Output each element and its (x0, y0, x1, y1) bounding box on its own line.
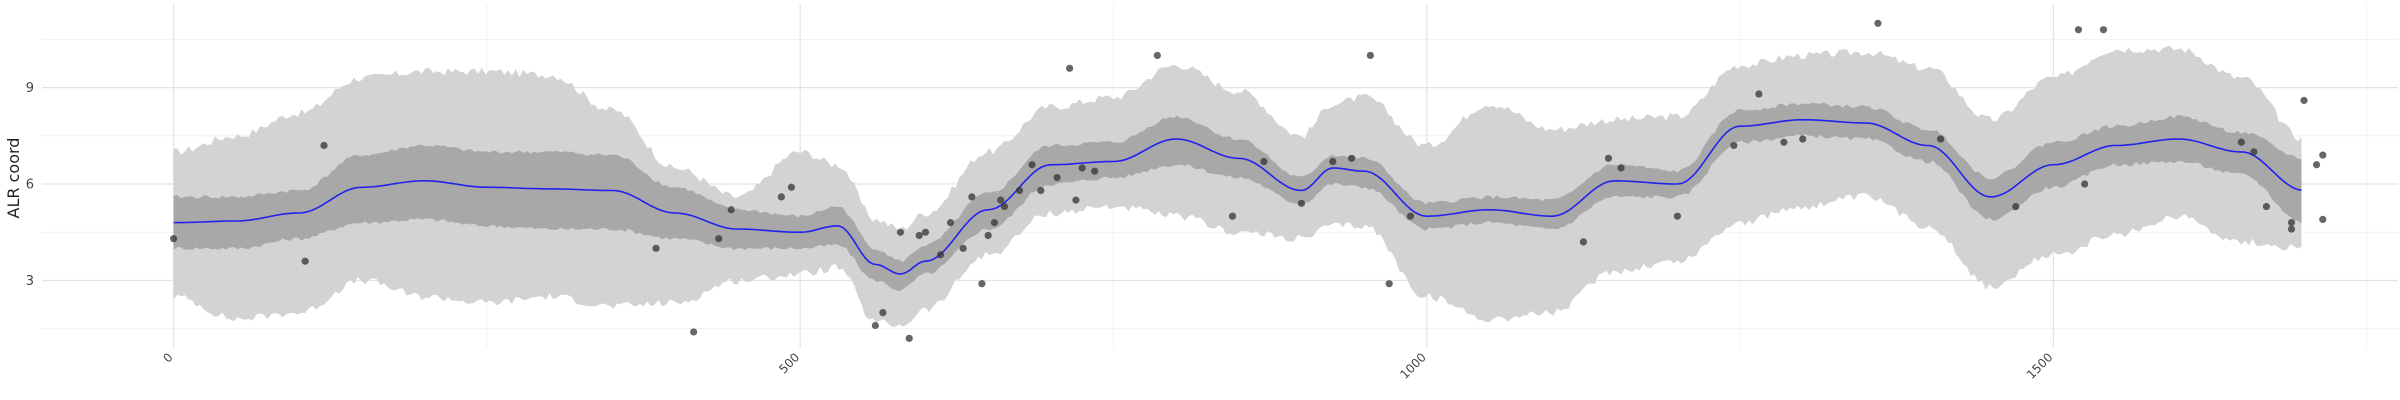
data-point (787, 183, 796, 191)
x-tick-label: 1500 (2024, 350, 2055, 381)
data-point (1604, 154, 1613, 162)
y-tick-label: 3 (26, 274, 34, 289)
data-point (1730, 141, 1738, 150)
data-point (2262, 202, 2271, 211)
data-point (1366, 51, 1374, 60)
data-point (984, 231, 992, 240)
data-point (320, 141, 328, 150)
data-point (1066, 64, 1074, 72)
data-point (959, 244, 967, 252)
data-point (1000, 202, 1009, 211)
data-point (871, 321, 879, 330)
data-point (1072, 196, 1080, 204)
data-point (990, 219, 999, 227)
data-point (301, 257, 309, 265)
data-point (1228, 212, 1237, 220)
y-axis-ticks: 3 6 9 (26, 81, 34, 289)
data-point (997, 196, 1005, 204)
data-point (978, 280, 986, 288)
data-point (1406, 212, 1415, 220)
data-point (2287, 219, 2296, 227)
x-tick-label: 1000 (1397, 350, 1428, 381)
data-point (936, 251, 945, 259)
data-point (905, 334, 913, 342)
data-point (1078, 164, 1086, 172)
x-tick-label: 500 (776, 350, 802, 376)
data-point (1297, 199, 1306, 207)
data-point (1755, 90, 1763, 98)
data-point (2312, 161, 2321, 169)
data-point (879, 309, 887, 317)
data-point (946, 219, 955, 227)
y-tick-label: 6 (26, 178, 34, 193)
data-point (2237, 138, 2245, 146)
data-point (1673, 212, 1682, 220)
data-point (1053, 174, 1061, 182)
data-point (2099, 26, 2108, 34)
data-point (968, 193, 976, 201)
data-point (2074, 26, 2083, 34)
data-point (2287, 225, 2296, 233)
data-point (1347, 154, 1356, 162)
data-point (169, 235, 178, 243)
data-point (915, 231, 923, 240)
data-point (1385, 280, 1393, 288)
data-point (921, 228, 930, 236)
data-point (2319, 151, 2327, 159)
data-point (715, 235, 723, 243)
data-point (1015, 186, 1024, 195)
smoothed-line (173, 118, 2302, 275)
data-point (1091, 167, 1099, 175)
data-point (2300, 96, 2308, 105)
data-point (777, 193, 785, 201)
data-point (2012, 202, 2020, 211)
inner-interval-band (173, 102, 2302, 292)
data-point (1037, 186, 1045, 195)
data-point (1329, 157, 1337, 166)
data-point (1028, 161, 1036, 169)
data-point (2081, 180, 2089, 188)
data-point (727, 206, 735, 214)
data-point (1260, 157, 1268, 166)
data-point (1799, 135, 1807, 143)
observation-points (169, 19, 2327, 342)
data-point (690, 328, 698, 336)
data-point (1936, 135, 1945, 143)
x-tick-label: 0 (160, 350, 175, 365)
data-point (1617, 164, 1625, 172)
x-axis-ticks: 0 500 1000 1500 (160, 350, 2055, 381)
data-point (1579, 238, 1588, 246)
data-point (1153, 51, 1161, 60)
data-point (896, 228, 905, 236)
data-point (1874, 19, 1882, 27)
data-point (652, 244, 660, 252)
y-tick-label: 9 (26, 81, 34, 96)
y-axis-label: ALR coord (4, 138, 23, 219)
data-point (1780, 138, 1788, 146)
data-point (2250, 148, 2258, 156)
data-point (2319, 215, 2327, 224)
